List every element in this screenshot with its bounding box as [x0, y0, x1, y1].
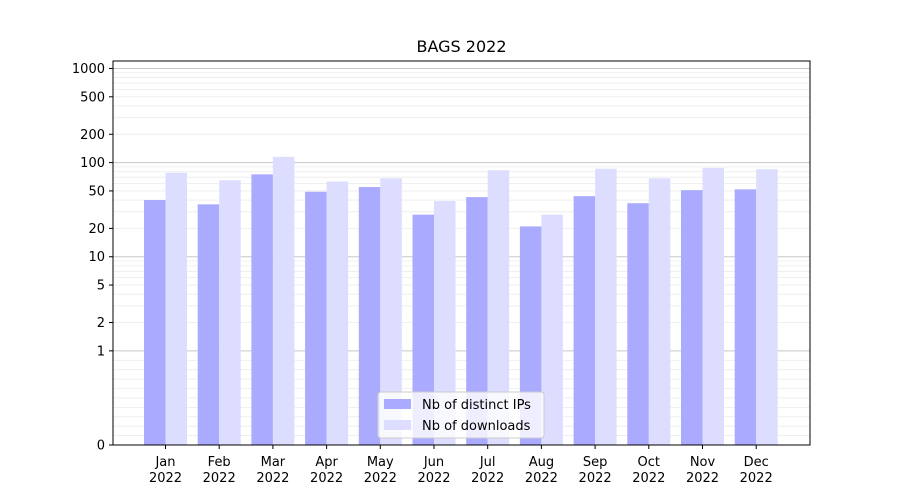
x-tick-label-year: 2022 [471, 471, 504, 486]
bar-distinct-ips [734, 189, 757, 445]
x-axis: Jan2022Feb2022Mar2022Apr2022May2022Jun20… [149, 445, 773, 486]
legend-swatch [384, 420, 411, 430]
x-tick-label-month: Sep [583, 455, 608, 470]
bar-distinct-ips [251, 174, 273, 445]
x-tick-label-month: Jun [423, 455, 444, 470]
x-tick-label-year: 2022 [364, 471, 397, 486]
x-tick-label-year: 2022 [579, 471, 612, 486]
bar-distinct-ips [627, 203, 649, 445]
x-tick-label-year: 2022 [149, 471, 182, 486]
bar-downloads [272, 156, 295, 445]
x-tick-label-year: 2022 [256, 471, 289, 486]
y-tick-label: 200 [80, 128, 105, 143]
x-tick-label-month: Dec [744, 455, 769, 470]
x-tick-label-month: Feb [208, 455, 231, 470]
y-tick-label: 500 [80, 90, 105, 105]
x-tick-label-month: Apr [315, 455, 338, 470]
bar-downloads [434, 201, 456, 445]
x-tick-label-month: Nov [690, 455, 716, 470]
chart-title: BAGS 2022 [417, 37, 507, 56]
bar-downloads [219, 180, 241, 445]
x-tick-label-month: May [367, 455, 394, 470]
y-tick-label: 50 [88, 184, 105, 199]
x-tick-label-month: Oct [638, 455, 660, 470]
y-tick-label: 10 [88, 250, 105, 265]
bars [144, 156, 778, 445]
bar-distinct-ips [412, 214, 434, 445]
plot-area-frame [112, 60, 811, 446]
y-tick-label: 20 [88, 222, 105, 237]
x-tick-label-month: Jan [154, 455, 175, 470]
y-axis: 0 1 2 5 10 20 50 100 200 500 1000 [72, 62, 113, 454]
bar-distinct-ips [197, 204, 220, 445]
y-tick-label: 2 [97, 316, 105, 331]
bar-downloads [487, 170, 510, 445]
bar-distinct-ips [358, 187, 381, 445]
y-tick-label: 0 [97, 439, 105, 454]
x-tick-label-year: 2022 [417, 471, 450, 486]
bar-downloads [541, 214, 563, 445]
legend-box [377, 391, 545, 439]
bar-distinct-ips [305, 191, 327, 445]
x-tick-label-year: 2022 [740, 471, 773, 486]
bar-downloads [756, 169, 778, 445]
bar-downloads [380, 178, 402, 445]
bar-distinct-ips [573, 196, 596, 445]
bar-distinct-ips [144, 200, 166, 445]
x-tick-label-month: Aug [529, 455, 554, 470]
bar-distinct-ips [466, 197, 488, 445]
bar-downloads [702, 167, 724, 445]
bar-downloads [648, 178, 671, 445]
y-tick-label: 1 [97, 344, 105, 359]
bar-downloads [165, 172, 187, 445]
x-tick-label-month: Mar [261, 455, 286, 470]
bar-downloads [326, 181, 349, 445]
legend: Nb of distinct IPs Nb of downloads [377, 391, 545, 439]
legend-label: Nb of downloads [422, 419, 531, 434]
x-tick-label-year: 2022 [632, 471, 665, 486]
y-tick-label: 100 [80, 156, 105, 171]
x-tick-label-year: 2022 [686, 471, 719, 486]
legend-swatch [384, 399, 411, 409]
bar-distinct-ips [519, 226, 542, 445]
x-tick-label-year: 2022 [203, 471, 236, 486]
y-tick-label: 5 [97, 279, 105, 294]
x-tick-label-year: 2022 [525, 471, 558, 486]
y-tick-label: 1000 [72, 62, 105, 77]
bar-downloads [595, 168, 617, 445]
bar-distinct-ips [681, 190, 703, 445]
x-tick-label-month: Jul [479, 455, 496, 470]
legend-label: Nb of distinct IPs [422, 398, 531, 413]
x-tick-label-year: 2022 [310, 471, 343, 486]
